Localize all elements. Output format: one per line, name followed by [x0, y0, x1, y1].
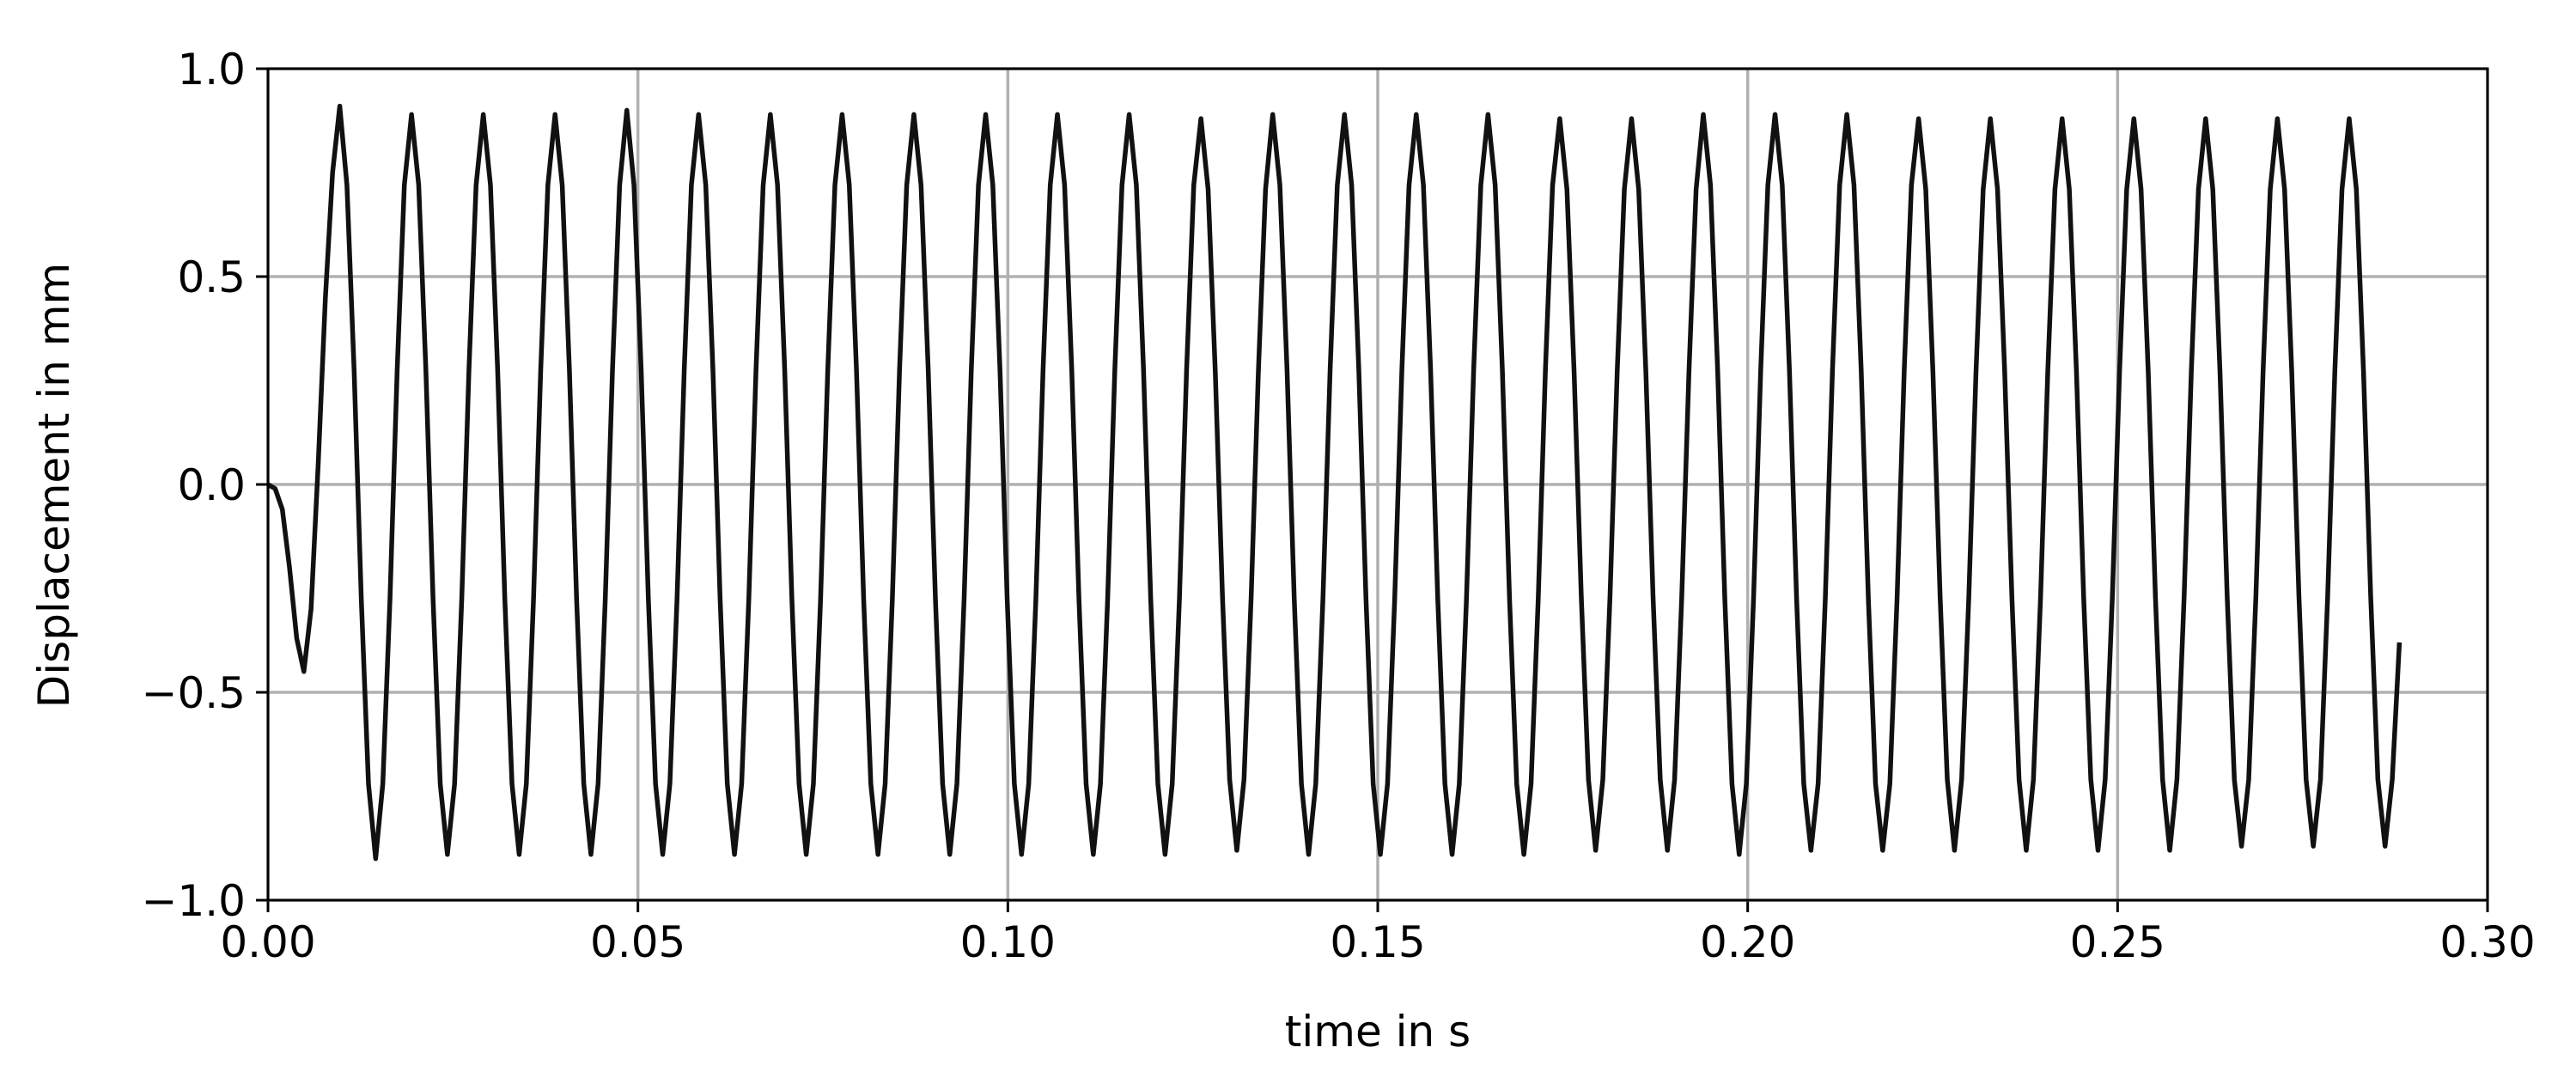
plot-frame — [266, 67, 2489, 902]
y-tick-label: −0.5 — [142, 668, 246, 718]
x-tick-label: 0.20 — [1700, 917, 1795, 967]
y-tick-label: 1.0 — [177, 45, 246, 94]
x-tick-label: 0.00 — [220, 917, 315, 967]
y-tick-label: 0.5 — [177, 253, 246, 302]
x-tick-label: 0.05 — [590, 917, 685, 967]
y-axis-label: Displacement in mm — [29, 263, 79, 709]
x-tick-label: 0.25 — [2070, 917, 2165, 967]
y-tick-label: 0.0 — [177, 460, 246, 510]
y-tick-label: −1.0 — [142, 876, 246, 926]
x-axis-label: time in s — [1285, 1007, 1471, 1057]
x-tick-label: 0.15 — [1330, 917, 1425, 967]
x-tick-label: 0.10 — [960, 917, 1056, 967]
x-tick-label: 0.30 — [2439, 917, 2535, 967]
data-line — [266, 103, 2402, 862]
